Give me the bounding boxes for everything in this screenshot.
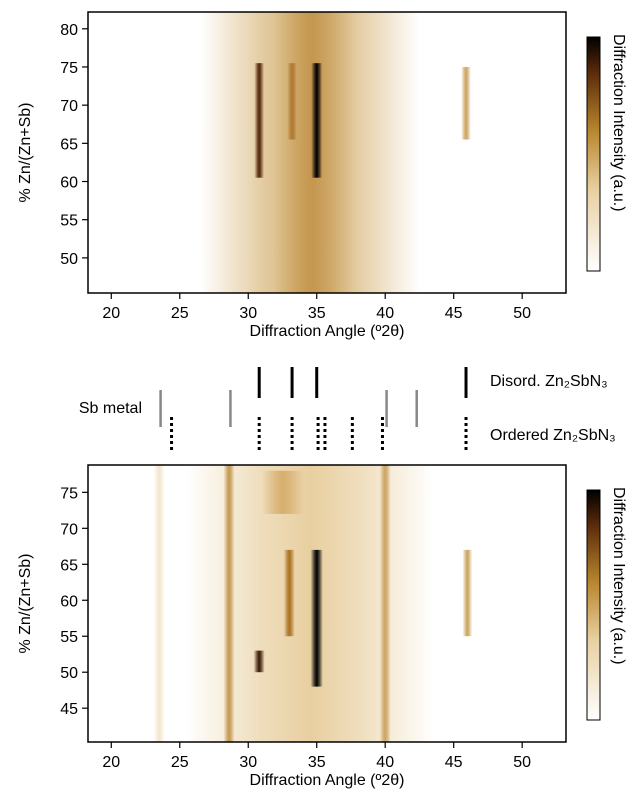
x-tick-label: 40 [376, 754, 394, 771]
heatmap-band [461, 66, 471, 140]
x-tick-label: 40 [376, 305, 394, 322]
heatmap-band [462, 549, 473, 637]
y-tick-label: 60 [60, 593, 78, 610]
y-tick-label: 65 [60, 136, 78, 153]
x-tick-label: 25 [171, 305, 189, 322]
x-axis-label: Diffraction Angle (º2θ) [250, 772, 405, 789]
heatmap-band [153, 465, 165, 742]
heatmap-band [311, 63, 323, 178]
x-tick-label: 30 [239, 305, 257, 322]
y-tick-label: 55 [60, 213, 78, 230]
heatmap-band [261, 470, 304, 514]
y-tick-label: 70 [60, 521, 78, 538]
x-tick-label: 20 [102, 305, 120, 322]
y-tick-label: 50 [60, 665, 78, 682]
x-tick-label: 50 [513, 305, 531, 322]
colorbar-label: Diffraction Intensity (a.u.) [610, 487, 627, 665]
y-axis-label: % Zn/(Zn+Sb) [17, 102, 34, 202]
plot-frame [87, 464, 567, 743]
heatmap-band [379, 465, 391, 742]
x-tick-label: 50 [513, 754, 531, 771]
y-tick-label: 55 [60, 629, 78, 646]
colorbar [586, 489, 601, 721]
heatmap-band [223, 465, 235, 742]
heatmap-band [254, 63, 264, 178]
legend-label: Sb metal [79, 400, 142, 417]
legend-label: Disord. Zn₂SbN₃ [490, 373, 608, 390]
plot-frame [87, 11, 567, 294]
x-axis-label: Diffraction Angle (º2θ) [250, 323, 405, 340]
heatmap-band [186, 465, 434, 742]
legend-label: Ordered Zn₂SbN₃ [490, 427, 616, 444]
colorbar [586, 36, 601, 272]
y-tick-label: 60 [60, 175, 78, 192]
x-tick-label: 35 [308, 305, 326, 322]
y-tick-label: 70 [60, 98, 78, 115]
y-tick-label: 75 [60, 60, 78, 77]
x-tick-label: 45 [445, 754, 463, 771]
y-tick-label: 80 [60, 22, 78, 39]
y-axis-label: % Zn/(Zn+Sb) [17, 553, 34, 653]
heatmap-band [253, 650, 265, 673]
heatmap-band [283, 549, 295, 637]
x-tick-label: 45 [445, 305, 463, 322]
y-tick-label: 50 [60, 251, 78, 268]
x-tick-label: 25 [171, 754, 189, 771]
y-tick-label: 75 [60, 485, 78, 502]
colorbar-label: Diffraction Intensity (a.u.) [610, 34, 627, 212]
y-tick-label: 65 [60, 557, 78, 574]
x-tick-label: 20 [102, 754, 120, 771]
x-tick-label: 35 [308, 754, 326, 771]
y-tick-label: 45 [60, 701, 78, 718]
heatmap-band [310, 549, 323, 687]
heatmap-band [287, 63, 297, 140]
x-tick-label: 30 [239, 754, 257, 771]
